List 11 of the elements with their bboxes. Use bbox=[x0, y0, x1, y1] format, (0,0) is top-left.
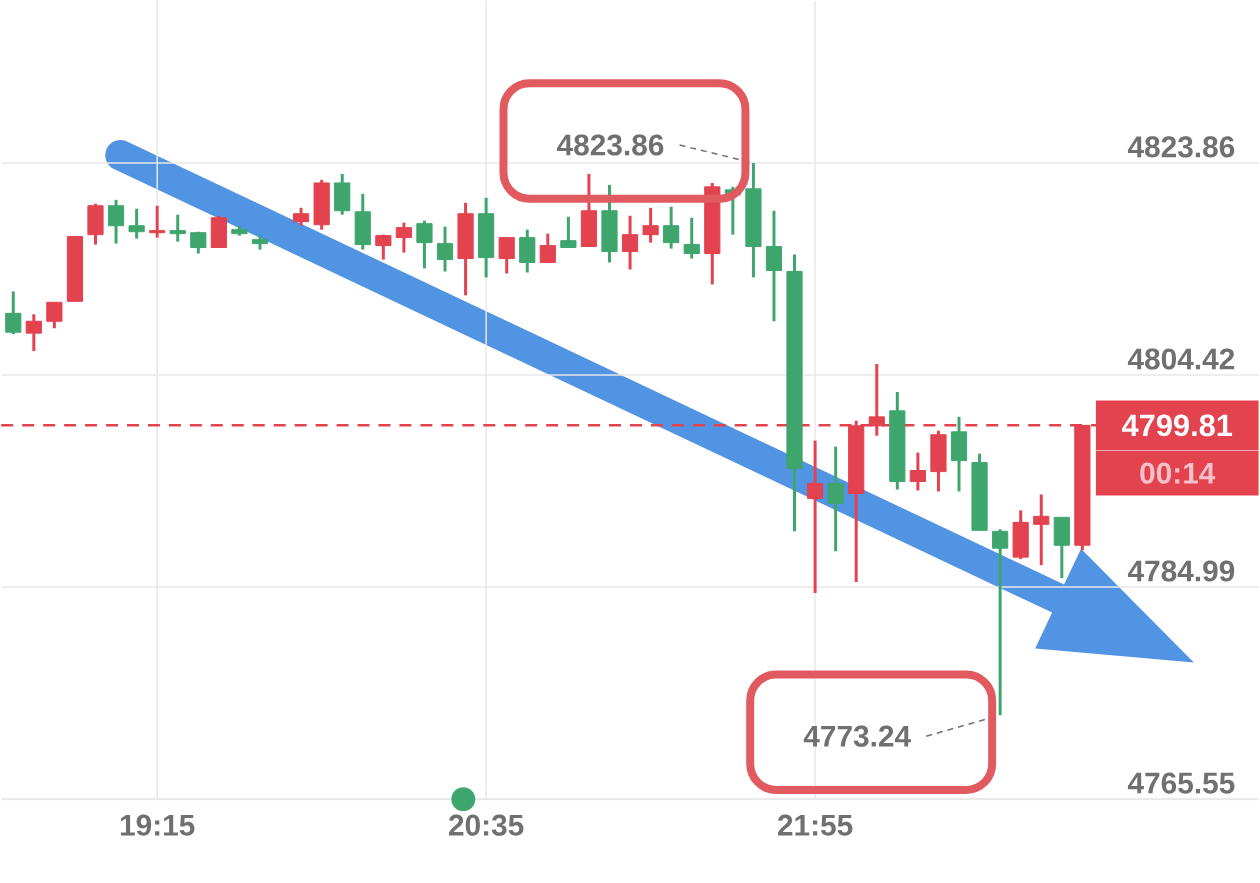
y-tick-label: 4765.55 bbox=[1127, 772, 1235, 794]
x-tick-label: 20:35 bbox=[449, 814, 524, 836]
annotation: 00:14 bbox=[1140, 462, 1216, 484]
ref-line-label: 4799.81 bbox=[1122, 414, 1233, 437]
y-tick-label: 4804.42 bbox=[1127, 348, 1235, 370]
y-tick-label: 4823.86 bbox=[1127, 136, 1235, 158]
annotation: 4773.24 bbox=[803, 725, 911, 747]
x-tick-label: 21:55 bbox=[777, 814, 853, 836]
annotation: 4823.86 bbox=[557, 134, 664, 156]
x-tick-label: 19:15 bbox=[120, 814, 195, 836]
y-tick-label: 4784.99 bbox=[1127, 560, 1235, 582]
